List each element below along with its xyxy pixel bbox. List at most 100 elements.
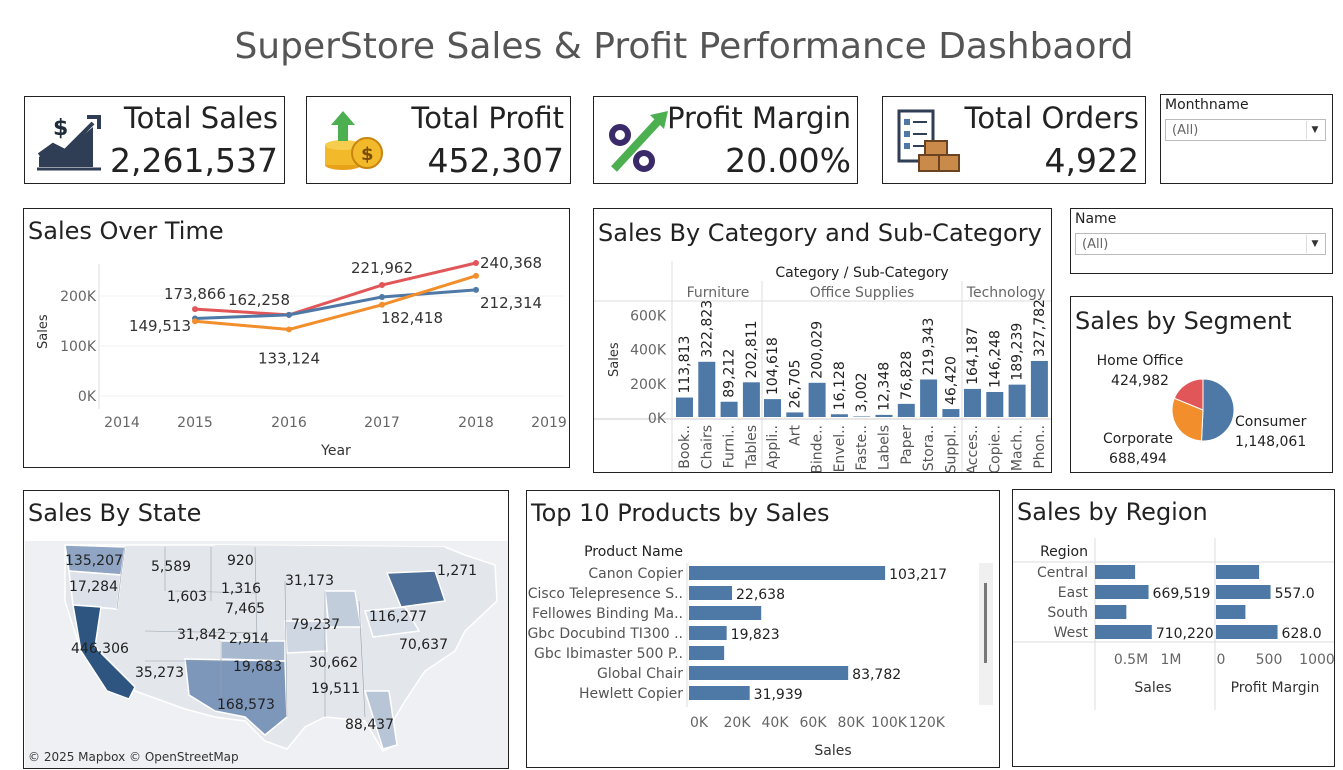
monthname-select[interactable]: (All) ▼ (1165, 119, 1326, 141)
pie-slice (1173, 378, 1204, 411)
data-label: 12,348 (877, 362, 893, 411)
state-label: 168,573 (217, 697, 275, 713)
bar (830, 414, 848, 417)
kpi-total-profit: $ Total Profit 452,307 (306, 96, 571, 184)
category-tick-label: Chairs (699, 425, 715, 469)
category-tick-label: Copie.. (987, 425, 1003, 472)
chart-title: Sales By Category and Sub-Category (598, 219, 1042, 247)
slice-value: 424,982 (1111, 373, 1169, 389)
x-tick-label: 20K (724, 715, 752, 731)
data-label: 19,823 (731, 627, 780, 643)
bar (676, 397, 693, 417)
state-label: 70,637 (399, 637, 448, 653)
data-label: 83,782 (852, 667, 901, 683)
bar (808, 382, 826, 417)
region-label: South (1047, 605, 1088, 621)
x-tick-label: 0K (690, 715, 709, 731)
x-tick-label: 2019 (531, 415, 567, 431)
data-label: 710,220 (1156, 626, 1214, 642)
data-label: 146,248 (987, 330, 1003, 388)
x-tick-label: 0.5M (1114, 652, 1148, 668)
category-tick-label: Appli.. (765, 425, 781, 469)
chart-title: Sales by Region (1017, 498, 1208, 526)
chart-title: Sales Over Time (28, 217, 224, 245)
orders-boxes-icon (897, 109, 960, 172)
bar (897, 403, 915, 417)
data-label: 212,314 (480, 294, 542, 312)
x-tick-label: 1M (1161, 652, 1182, 668)
group-label: Furniture (687, 285, 750, 301)
filter-label: Monthname (1165, 97, 1249, 113)
scrollbar-thumb[interactable] (984, 583, 987, 663)
y-tick-label: 0K (648, 411, 667, 427)
state-label: 1,271 (437, 563, 477, 579)
svg-text:$: $ (53, 116, 68, 141)
state-label: 7,465 (225, 601, 265, 617)
series-line (194, 274, 477, 331)
percent-icon (609, 111, 668, 172)
data-label: 46,420 (943, 356, 959, 405)
kpi-value: 452,307 (427, 141, 564, 180)
data-label: 164,187 (965, 327, 981, 385)
data-point (473, 286, 479, 293)
state-label: 88,437 (345, 717, 394, 733)
state-label: 35,273 (135, 665, 184, 681)
data-label: 240,368 (480, 254, 542, 272)
data-label: 327,782 (1032, 299, 1048, 357)
bar (1008, 384, 1026, 417)
group-label: Office Supplies (810, 285, 915, 301)
data-point (286, 326, 292, 333)
x-tick-label: 0 (1217, 652, 1226, 668)
state-label: 116,277 (369, 609, 427, 625)
select-value: (All) (1082, 237, 1109, 252)
slice-name: Consumer (1235, 414, 1307, 430)
state-label: 2,914 (229, 631, 269, 647)
category-tick-label: Tables (744, 425, 760, 470)
bar (1216, 585, 1271, 599)
scrollbar[interactable] (979, 563, 993, 705)
category-tick-label: Envel.. (832, 425, 848, 472)
data-label: 669,519 (1153, 586, 1211, 602)
state-label: 31,173 (285, 573, 334, 589)
bar (920, 379, 938, 417)
data-label: 322,823 (699, 300, 715, 358)
data-label: 221,962 (351, 259, 413, 277)
state-label: 19,511 (311, 681, 360, 697)
bar (1095, 625, 1152, 639)
bar (942, 409, 960, 417)
data-label: 113,813 (677, 336, 693, 394)
slice-name: Home Office (1097, 353, 1184, 369)
group-label: Technology (966, 285, 1045, 301)
category-tick-label: Mach.. (1010, 425, 1026, 471)
data-label: 162,258 (228, 291, 290, 309)
y-axis-title: Sales (36, 314, 51, 349)
us-state-map[interactable]: 135,207 5,589 920 17,284 1,316 31,173 1,271 1,6… (25, 541, 508, 768)
kpi-label: Profit Margin (667, 101, 851, 135)
slice-value: 1,148,061 (1235, 434, 1306, 450)
bar (689, 666, 849, 680)
bar (764, 399, 781, 417)
x-tick-label: 2015 (177, 415, 213, 431)
category-tick-label: Furni.. (722, 425, 738, 468)
state-label: 19,683 (233, 659, 282, 675)
bar (786, 412, 804, 417)
x-tick-label: 40K (762, 715, 790, 731)
bar (720, 401, 738, 417)
state-label: 79,237 (291, 617, 340, 633)
data-label: 557.0 (1275, 586, 1315, 602)
segment-panel: Sales by Segment Consumer 1,148,061 Corpor… (1070, 296, 1333, 473)
category-tick-label: Faste.. (854, 425, 870, 471)
data-label: 3,002 (854, 372, 870, 412)
data-label: 189,239 (1010, 323, 1026, 381)
chevron-down-icon[interactable]: ▼ (1306, 121, 1323, 139)
y-tick-label: 400K (630, 343, 667, 359)
name-select[interactable]: (All) ▼ (1075, 233, 1326, 255)
bar (689, 686, 750, 700)
region-label: Central (1037, 565, 1088, 581)
x-tick-label: 2014 (104, 415, 140, 431)
chevron-down-icon[interactable]: ▼ (1306, 235, 1323, 253)
data-label: 173,866 (164, 285, 226, 303)
row-header: Region (1040, 544, 1088, 560)
category-tick-label: Suppl.. (943, 425, 959, 472)
category-tick-label: Paper (899, 425, 915, 465)
